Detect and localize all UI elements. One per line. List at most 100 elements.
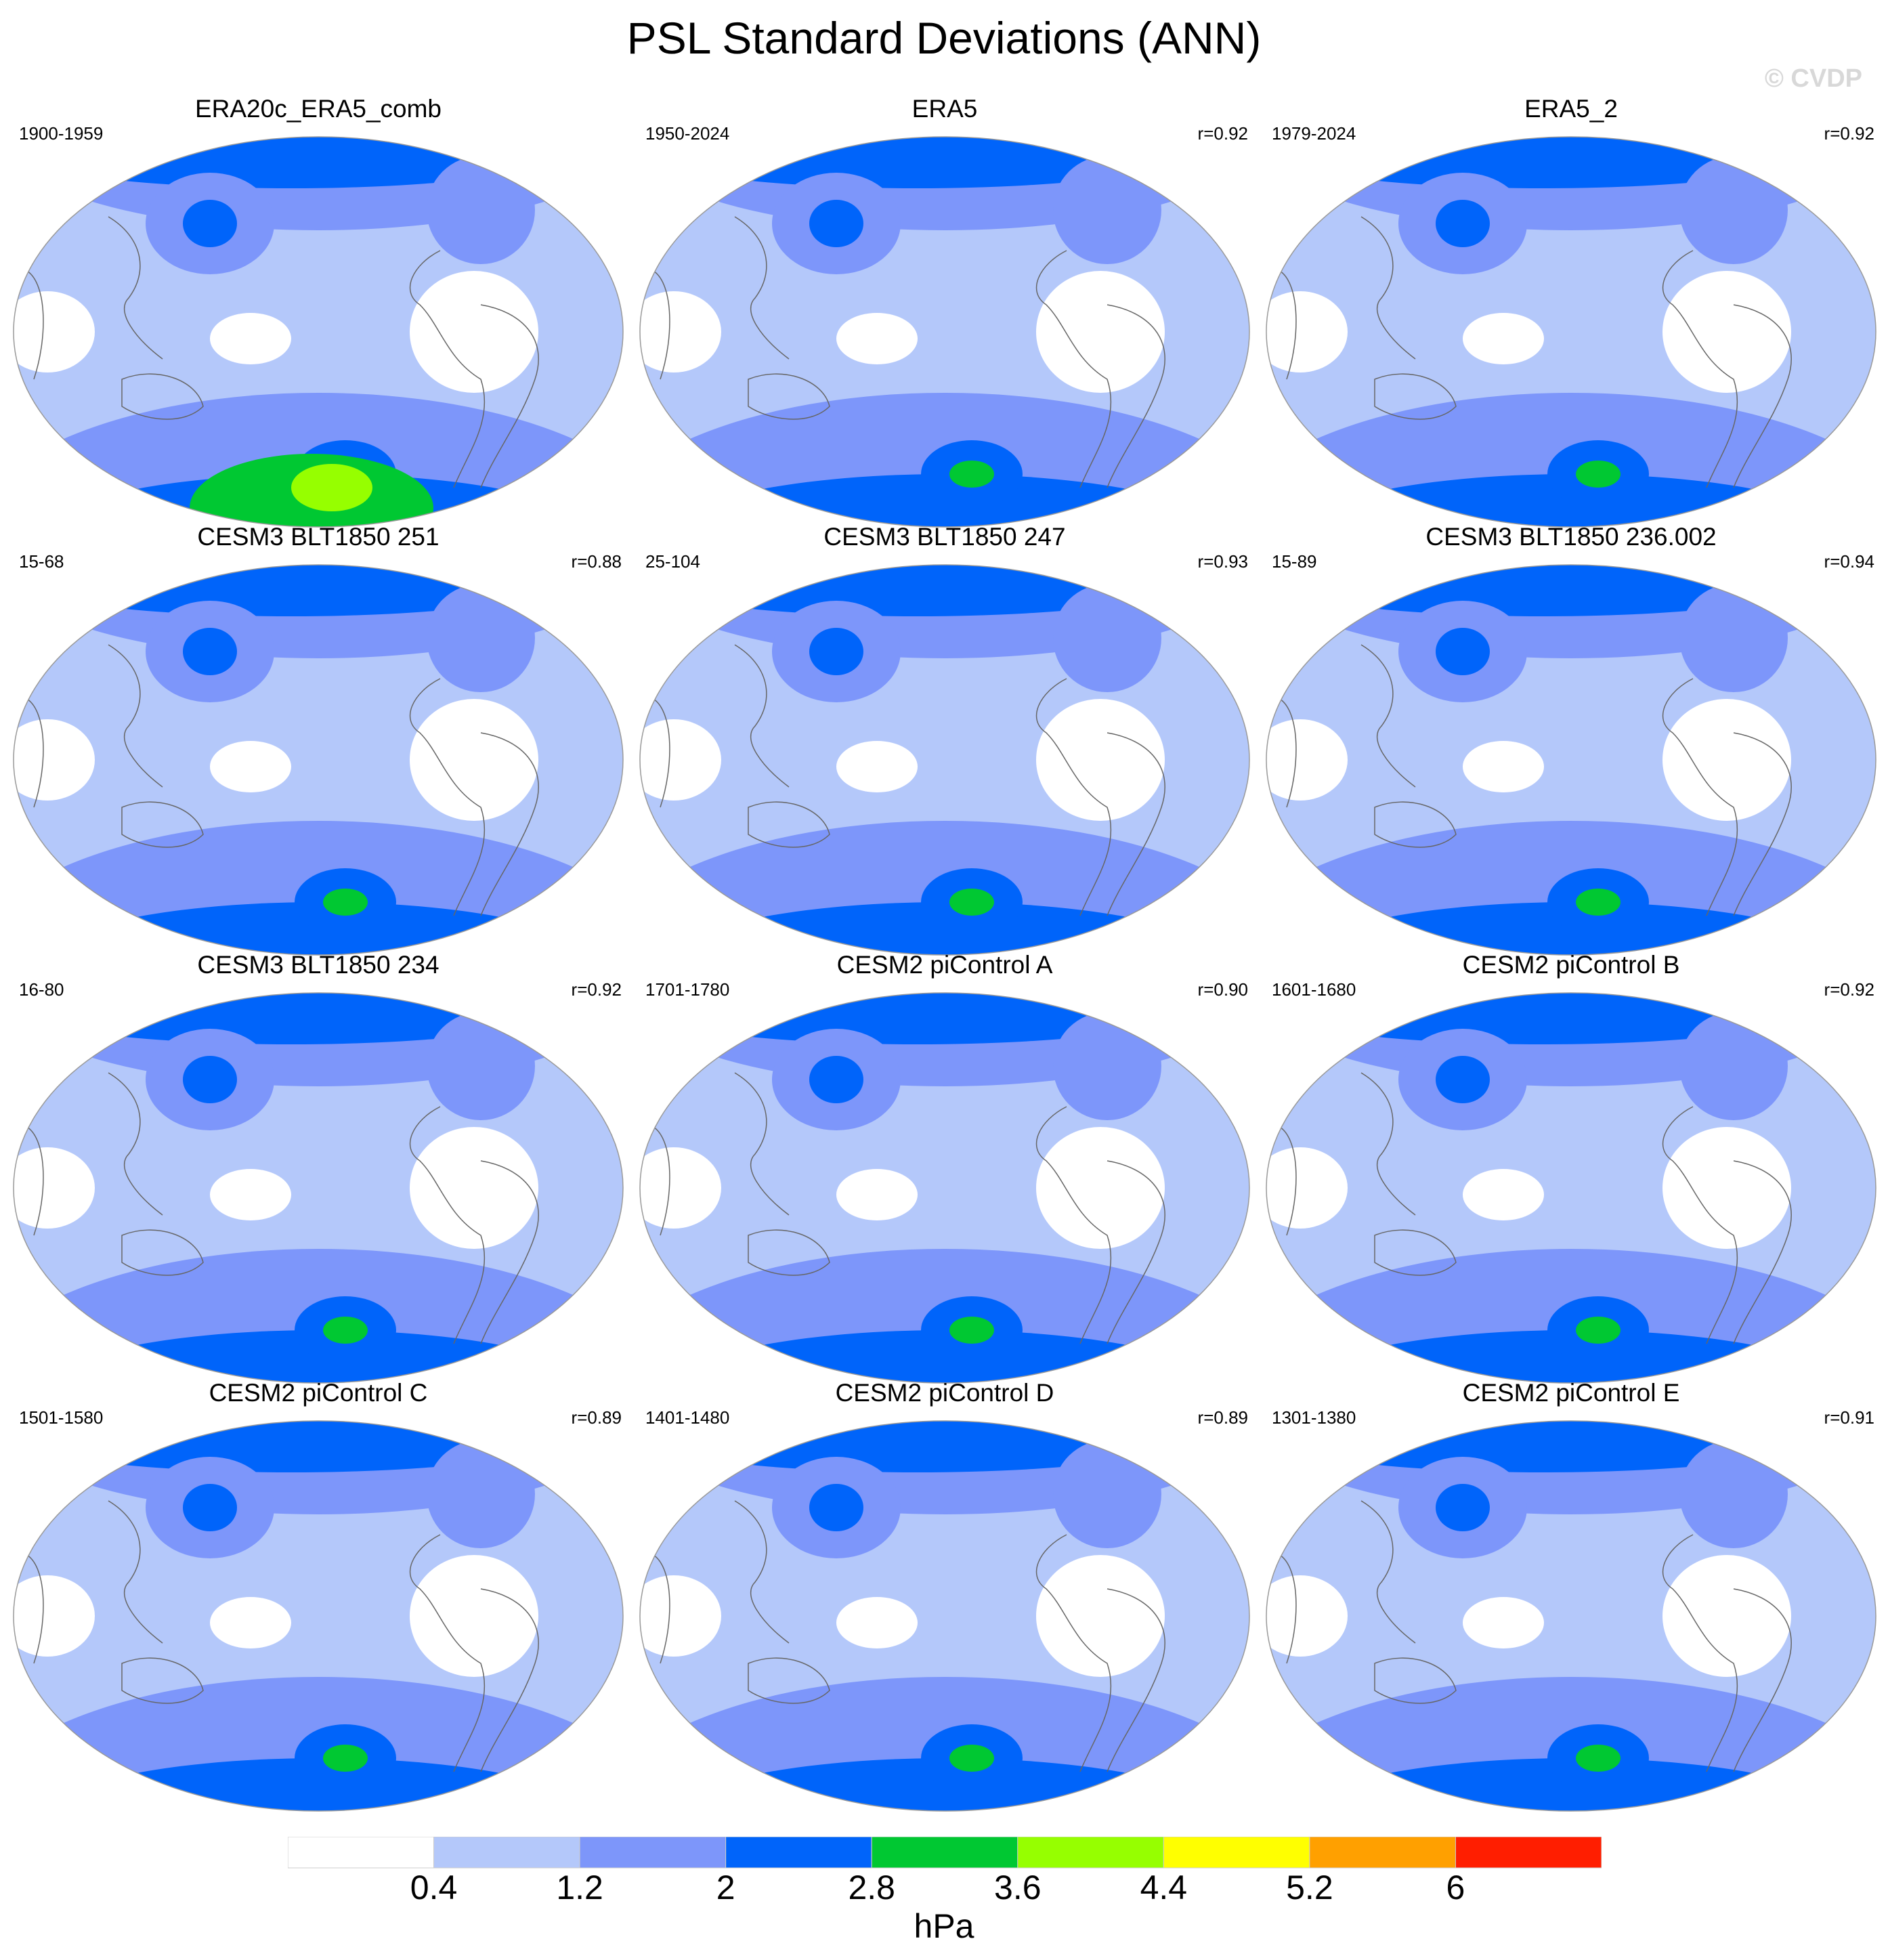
colorbar-swatch [434,1837,580,1868]
colorbar-tick-label: 4.4 [1140,1868,1188,1907]
field-aleutian-low [809,1484,863,1531]
field-amundsen-max [1576,1317,1621,1344]
field-north-atlantic [427,156,535,264]
robinson-map [1260,1420,1883,1812]
colorbar-swatch [872,1837,1018,1868]
field-amundsen-max [949,889,994,916]
robinson-map [7,992,630,1384]
panel-title: CESM2 piControl E [1260,1379,1883,1407]
field-north-atlantic [427,584,535,692]
field-north-atlantic [1053,584,1161,692]
map-panel: CESM3 BLT1850 247 25-104 r=0.93 [633,523,1256,956]
colorbar-tick-label: 3.6 [994,1868,1042,1907]
figure-title: PSL Standard Deviations (ANN) [0,12,1888,64]
field-tropical-pacific [1463,313,1544,364]
field-amundsen-max [323,1745,368,1772]
field-amundsen-max [1576,1745,1621,1772]
panel-title: ERA5 [633,95,1256,123]
map-panel: CESM2 piControl C 1501-1580 r=0.89 [7,1379,630,1812]
robinson-map [633,135,1256,528]
colorbar-tick-label: 2.8 [848,1868,895,1907]
field-aleutian-low [183,1056,237,1103]
field-north-atlantic [1053,1440,1161,1548]
panel-title: CESM2 piControl A [633,951,1256,979]
panel-title: CESM3 BLT1850 251 [7,523,630,551]
map-panel: CESM2 piControl E 1301-1380 r=0.91 [1260,1379,1883,1812]
field-north-atlantic [1679,1012,1788,1120]
robinson-map [7,563,630,956]
panel-title: CESM2 piControl D [633,1379,1256,1407]
robinson-map [633,563,1256,956]
colorbar-swatch [726,1837,872,1868]
colorbar-tick-label: 0.4 [410,1868,458,1907]
map-panel: CESM3 BLT1850 234 16-80 r=0.92 [7,951,630,1384]
field-antarctic-peak [291,464,372,511]
field-north-atlantic [1679,156,1788,264]
field-amundsen-max [949,461,994,488]
robinson-map [633,1420,1256,1812]
field-amundsen-max [1576,461,1621,488]
field-aleutian-low [183,200,237,247]
field-tropical-pacific [836,1597,918,1648]
map-panel: CESM2 piControl B 1601-1680 r=0.92 [1260,951,1883,1384]
colorbar [288,1837,1602,1871]
panel-title: CESM2 piControl C [7,1379,630,1407]
map-panel: ERA5_2 1979-2024 r=0.92 [1260,95,1883,528]
colorbar-swatch [1018,1837,1164,1868]
field-aleutian-low [1436,1056,1490,1103]
map-panel: CESM2 piControl D 1401-1480 r=0.89 [633,1379,1256,1812]
field-amundsen-max [949,1745,994,1772]
field-tropical-pacific [836,313,918,364]
field-aleutian-low [809,628,863,675]
panel-title: ERA5_2 [1260,95,1883,123]
robinson-map [1260,135,1883,528]
cvdp-watermark: © CVDP [1765,64,1862,93]
field-aleutian-low [1436,628,1490,675]
field-amundsen-max [323,889,368,916]
field-tropical-pacific [836,1169,918,1220]
colorbar-tick-label: 2 [716,1868,735,1907]
field-north-atlantic [427,1440,535,1548]
field-tropical-pacific [210,741,291,792]
field-aleutian-low [1436,1484,1490,1531]
robinson-map [7,1420,630,1812]
field-aleutian-low [809,1056,863,1103]
field-north-atlantic [1679,1440,1788,1548]
field-tropical-pacific [1463,741,1544,792]
colorbar-swatch [288,1837,434,1868]
panel-title: CESM2 piControl B [1260,951,1883,979]
colorbar-swatch [1310,1837,1456,1868]
robinson-map [1260,563,1883,956]
colorbar-units: hPa [914,1906,974,1946]
field-aleutian-low [809,200,863,247]
field-north-atlantic [1053,1012,1161,1120]
map-panel: CESM3 BLT1850 251 15-68 r=0.88 [7,523,630,956]
panel-title: CESM3 BLT1850 247 [633,523,1256,551]
field-tropical-pacific [210,313,291,364]
colorbar-swatch [1163,1837,1310,1868]
field-north-atlantic [427,1012,535,1120]
field-north-atlantic [1053,156,1161,264]
field-tropical-pacific [1463,1597,1544,1648]
field-tropical-pacific [210,1169,291,1220]
field-north-atlantic [1679,584,1788,692]
field-amundsen-max [1576,889,1621,916]
robinson-map [1260,992,1883,1384]
field-aleutian-low [1436,200,1490,247]
field-amundsen-max [323,1317,368,1344]
field-tropical-pacific [836,741,918,792]
field-amundsen-max [949,1317,994,1344]
panel-title: CESM3 BLT1850 236.002 [1260,523,1883,551]
map-panel: CESM2 piControl A 1701-1780 r=0.90 [633,951,1256,1384]
colorbar-swatch [1455,1837,1602,1868]
map-panel: ERA20c_ERA5_comb 1900-1959 [7,95,630,528]
field-tropical-pacific [1463,1169,1544,1220]
colorbar-tick-label: 6 [1446,1868,1465,1907]
colorbar-tick-label: 1.2 [556,1868,603,1907]
robinson-map [633,992,1256,1384]
panel-title: ERA20c_ERA5_comb [7,95,630,123]
field-tropical-pacific [210,1597,291,1648]
map-panel: ERA5 1950-2024 r=0.92 [633,95,1256,528]
colorbar-tick-label: 5.2 [1286,1868,1333,1907]
panel-title: CESM3 BLT1850 234 [7,951,630,979]
